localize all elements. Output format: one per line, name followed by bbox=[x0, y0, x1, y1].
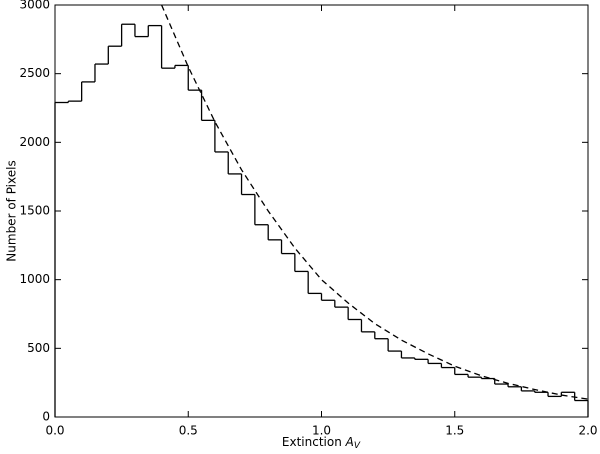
x-tick-label: 2.0 bbox=[578, 424, 597, 438]
x-axis-label: Extinction AV bbox=[282, 435, 361, 451]
y-axis-label: Number of Pixels bbox=[5, 160, 19, 261]
y-tick-label: 0 bbox=[42, 410, 50, 424]
x-tick-label: 0.5 bbox=[179, 424, 198, 438]
y-tick-label: 2500 bbox=[19, 66, 50, 80]
x-axis-label-symbol: A bbox=[345, 435, 354, 449]
x-tick-label: 1.0 bbox=[312, 424, 331, 438]
x-tick-label: 0.0 bbox=[45, 424, 64, 438]
x-axis-label-text: Extinction bbox=[282, 435, 342, 449]
y-tick-label: 500 bbox=[27, 341, 50, 355]
x-tick-label: 1.5 bbox=[445, 424, 464, 438]
fit-curve bbox=[161, 4, 589, 400]
y-tick-label: 2000 bbox=[19, 135, 50, 149]
plot-frame bbox=[54, 4, 589, 418]
y-tick-label: 1500 bbox=[19, 204, 50, 218]
y-tick-label: 1000 bbox=[19, 272, 50, 286]
y-tick-label: 3000 bbox=[19, 0, 50, 12]
x-axis-label-subscript: V bbox=[354, 441, 361, 451]
